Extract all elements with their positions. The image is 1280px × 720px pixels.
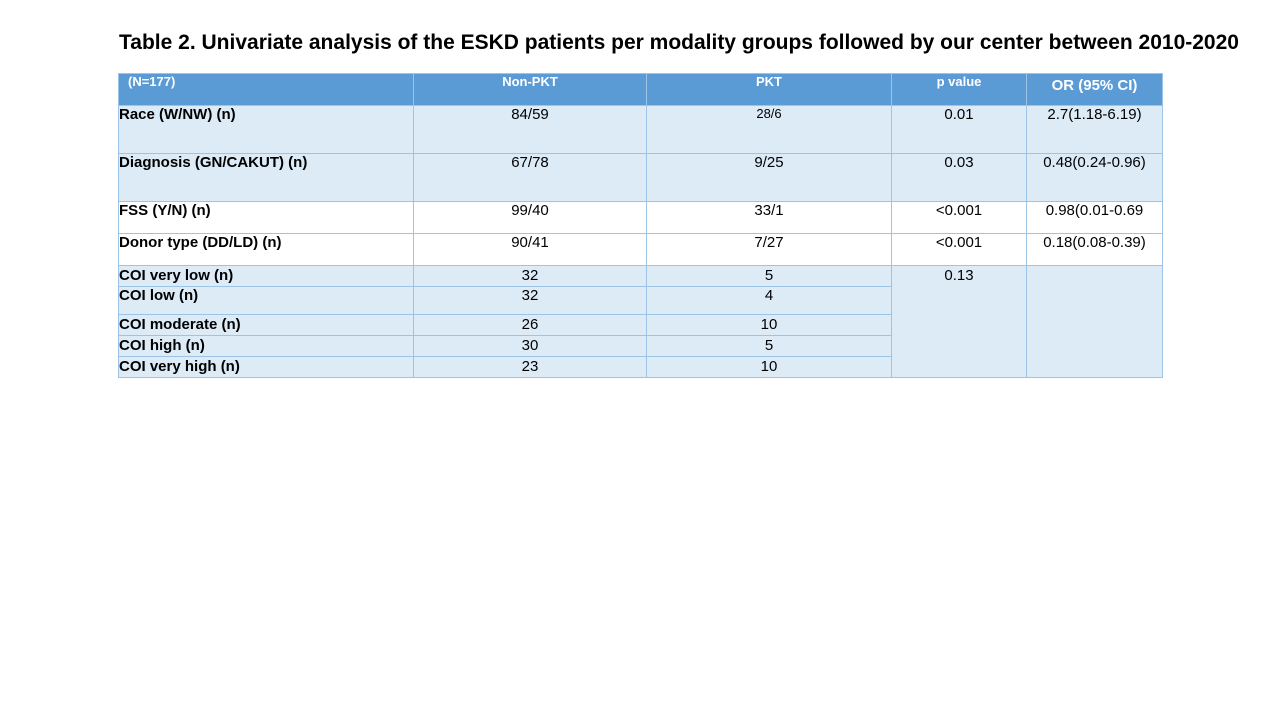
table-row: COI very low (n) 32 5 0.13: [118, 265, 1163, 378]
non-pkt-value: 67/78: [413, 153, 647, 202]
row-label: COI very high (n): [118, 356, 414, 378]
or-value: 0.18(0.08-0.39): [1026, 233, 1163, 266]
row-label: COI very low (n): [118, 265, 414, 287]
row-label: FSS (Y/N) (n): [118, 201, 414, 234]
table-row: Donor type (DD/LD) (n) 90/41 7/27 <0.001…: [118, 233, 1163, 266]
pkt-value: 33/1: [646, 201, 892, 234]
pkt-value: 10: [646, 314, 892, 336]
table-row: Race (W/NW) (n) 84/59 28/6 0.01 2.7(1.18…: [118, 105, 1163, 154]
row-label: Race (W/NW) (n): [118, 105, 414, 154]
table-row: COI high (n) 30 5: [118, 335, 1163, 357]
non-pkt-value: 84/59: [413, 105, 647, 154]
header-p-value: p value: [891, 73, 1027, 106]
table-row: COI low (n) 32 4: [118, 286, 1163, 315]
row-label: Donor type (DD/LD) (n): [118, 233, 414, 266]
pkt-value: 9/25: [646, 153, 892, 202]
coi-p-value: 0.13: [891, 265, 1027, 378]
univariate-table: (N=177) Non-PKT PKT p value OR (95% CI) …: [118, 73, 1163, 378]
header-or: OR (95% CI): [1026, 73, 1163, 106]
table-row: FSS (Y/N) (n) 99/40 33/1 <0.001 0.98(0.0…: [118, 201, 1163, 234]
non-pkt-value: 90/41: [413, 233, 647, 266]
non-pkt-value: 26: [413, 314, 647, 336]
p-value: 0.03: [891, 153, 1027, 202]
pkt-value: 5: [646, 265, 892, 287]
pkt-value: 10: [646, 356, 892, 378]
row-label: Diagnosis (GN/CAKUT) (n): [118, 153, 414, 202]
non-pkt-value: 32: [413, 286, 647, 315]
header-row: (N=177) Non-PKT PKT p value OR (95% CI): [118, 73, 1163, 106]
slide-title: Table 2. Univariate analysis of the ESKD…: [119, 31, 1239, 54]
or-value: 0.98(0.01-0.69: [1026, 201, 1163, 234]
row-label: COI moderate (n): [118, 314, 414, 336]
pkt-value: 28/6: [646, 105, 892, 154]
or-value: 0.48(0.24-0.96): [1026, 153, 1163, 202]
pkt-value: 4: [646, 286, 892, 315]
table-row: COI very high (n) 23 10: [118, 356, 1163, 378]
coi-or-empty: [1026, 265, 1163, 378]
non-pkt-value: 32: [413, 265, 647, 287]
non-pkt-value: 30: [413, 335, 647, 357]
p-value: <0.001: [891, 233, 1027, 266]
pkt-value: 7/27: [646, 233, 892, 266]
non-pkt-value: 23: [413, 356, 647, 378]
header-non-pkt: Non-PKT: [413, 73, 647, 106]
header-pkt: PKT: [646, 73, 892, 106]
or-value: 2.7(1.18-6.19): [1026, 105, 1163, 154]
header-n: (N=177): [118, 73, 414, 106]
table-row: COI moderate (n) 26 10: [118, 314, 1163, 336]
pkt-value: 5: [646, 335, 892, 357]
non-pkt-value: 99/40: [413, 201, 647, 234]
table-row: Diagnosis (GN/CAKUT) (n) 67/78 9/25 0.03…: [118, 153, 1163, 202]
row-label: COI low (n): [118, 286, 414, 315]
row-label: COI high (n): [118, 335, 414, 357]
p-value: 0.01: [891, 105, 1027, 154]
p-value: <0.001: [891, 201, 1027, 234]
